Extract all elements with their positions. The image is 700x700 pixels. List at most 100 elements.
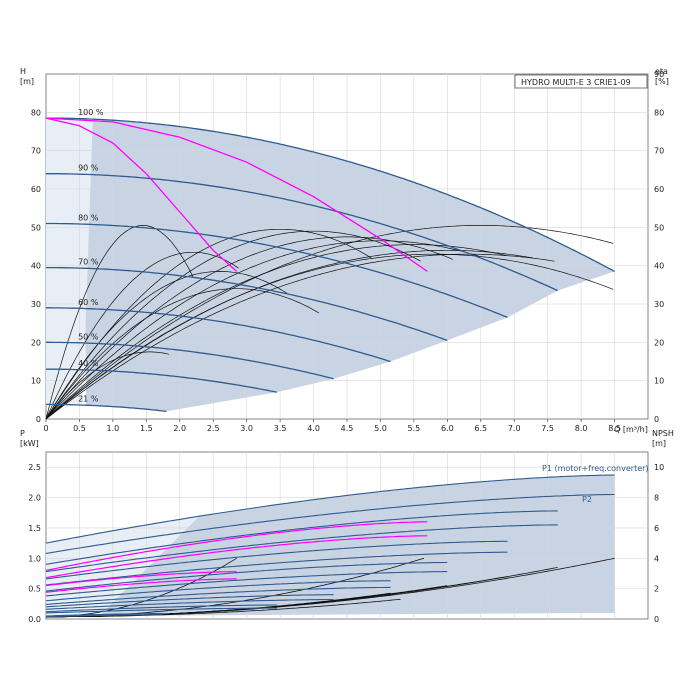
model-title: HYDRO MULTI-E 3 CRIE1-09: [521, 78, 631, 87]
y-right-tick-label: 70: [654, 147, 664, 156]
head-axis-ticks: 0 0.5 1.0 1.5 2.0 2.5 3.0 3.5 4.0 4.5 5.0 5.5 6.0 6.5…: [31, 70, 664, 433]
npsh-axis-label: NPSH [m]: [652, 429, 674, 448]
efficiency-curve: [45, 236, 453, 420]
speed-curve: [46, 341, 334, 380]
speed-label: 80 %: [78, 214, 99, 223]
power-curve: [45, 599, 334, 610]
speed-label: 90 %: [78, 164, 99, 173]
speed-label: 50 %: [78, 332, 99, 341]
y-tick-label: 0: [36, 415, 41, 424]
speed-curve: [46, 222, 508, 319]
y-right-tick-label: 80: [654, 108, 664, 117]
x-tick-label: 5.5: [408, 424, 421, 433]
y-right-tick-label: 30: [654, 300, 664, 309]
x-tick-label: 7.0: [508, 424, 521, 433]
power-curve: [45, 586, 391, 605]
efficiency-curve: [45, 225, 614, 420]
efficiency-curve: [45, 225, 194, 420]
p-tick-label: 1.5: [28, 524, 41, 533]
x-tick-label: 4.0: [307, 424, 320, 433]
power-curve: [45, 580, 391, 602]
power-curves: [45, 474, 615, 618]
x-tick-label: 8.5: [608, 424, 621, 433]
y-tick-label: 30: [31, 300, 41, 309]
npsh-tick-label: 6: [654, 524, 659, 533]
speed-labels: 100 % 90 % 80 % 70 % 60 % 50 % 40 % 21 %: [78, 108, 104, 403]
highlight-power-curve: [45, 521, 428, 571]
highlight-head-curve: [45, 117, 428, 272]
highlight-power-curve: [45, 535, 428, 579]
y-right-tick-label: 20: [654, 338, 664, 347]
speed-label: 70 %: [78, 258, 99, 267]
npsh-tick-label: 4: [654, 554, 659, 563]
highlight-power-curve: [45, 578, 237, 593]
efficiency-curve: [45, 249, 534, 420]
speed-curves: [46, 117, 615, 412]
speed-curve: [46, 117, 615, 272]
y-right-tick-label: 60: [654, 185, 664, 194]
speed-curve: [46, 368, 277, 393]
eta-axis-label: eta [%]: [655, 67, 669, 86]
y-tick-label: 60: [31, 185, 41, 194]
head-chart: 0 0.5 1.0 1.5 2.0 2.5 3.0 3.5 4.0 4.5 5.0 5.5 6.0 6.5…: [20, 67, 669, 434]
power-curve: [45, 561, 448, 592]
y-right-tick-label: 40: [654, 262, 664, 271]
x-tick-label: 1.5: [140, 424, 153, 433]
highlight-power-curves: [45, 521, 428, 593]
x-tick-label: 0: [43, 424, 48, 433]
npsh-tick-label: 8: [654, 494, 659, 503]
power-curve: [45, 571, 448, 597]
highlight-power-curve: [45, 571, 237, 587]
power-curve: [45, 614, 164, 618]
x-tick-label: 2.5: [207, 424, 220, 433]
power-curve: [45, 551, 508, 586]
x-tick-label: 1.0: [107, 424, 120, 433]
efficiency-curve: [45, 244, 507, 420]
speed-curve: [46, 266, 448, 342]
speed-label: 100 %: [78, 108, 104, 117]
p2-series-label: P2: [582, 495, 592, 504]
efficiency-curve: [45, 253, 614, 420]
x-tick-label: 6.5: [474, 424, 487, 433]
p-tick-label: 2.5: [28, 463, 41, 472]
y-tick-label: 20: [31, 338, 41, 347]
x-tick-label: 6.0: [441, 424, 454, 433]
x-tick-label: 3.0: [240, 424, 253, 433]
y-tick-label: 50: [31, 223, 41, 232]
npsh-tick-label: 0: [654, 615, 659, 624]
efficiency-curve: [45, 271, 287, 420]
x-tick-label: 3.5: [274, 424, 287, 433]
x-tick-label: 5.0: [374, 424, 387, 433]
p-tick-label: 2.0: [28, 494, 41, 503]
power-curve: [45, 594, 334, 608]
x-tick-label: 0.5: [73, 424, 86, 433]
power-axis-label: P [kW]: [20, 429, 39, 448]
speed-curve: [46, 173, 558, 292]
y-tick-label: 40: [31, 262, 41, 271]
efficiency-curve: [45, 230, 421, 420]
x-tick-label: 2.0: [173, 424, 186, 433]
model-title-box: HYDRO MULTI-E 3 CRIE1-09: [514, 74, 648, 89]
speed-curve: [46, 307, 391, 363]
speed-label: 60 %: [78, 298, 99, 307]
power-curve: [45, 493, 615, 554]
power-curve: [45, 510, 558, 565]
efficiency-curve: [45, 240, 480, 420]
p1-series-label: P1 (motor+freq.converter): [542, 464, 649, 473]
y-tick-label: 10: [31, 377, 41, 386]
p-tick-label: 1.0: [28, 554, 41, 563]
power-curve: [45, 540, 508, 580]
power-curve: [45, 612, 164, 617]
power-low-flow-region: [46, 515, 200, 616]
npsh-tick-label: 2: [654, 585, 659, 594]
highlight-head-curves: [45, 117, 428, 272]
speed-curve: [46, 403, 167, 412]
x-tick-label: 7.5: [541, 424, 554, 433]
power-axis-ticks: 0.0 0.5 1.0 1.5 2.0 2.5 0 2 4 6 8 10: [28, 463, 664, 624]
speed-label: 21 %: [78, 394, 99, 403]
y-right-tick-label: 50: [654, 223, 664, 232]
power-curve: [45, 474, 615, 544]
npsh-curve: [46, 598, 401, 618]
